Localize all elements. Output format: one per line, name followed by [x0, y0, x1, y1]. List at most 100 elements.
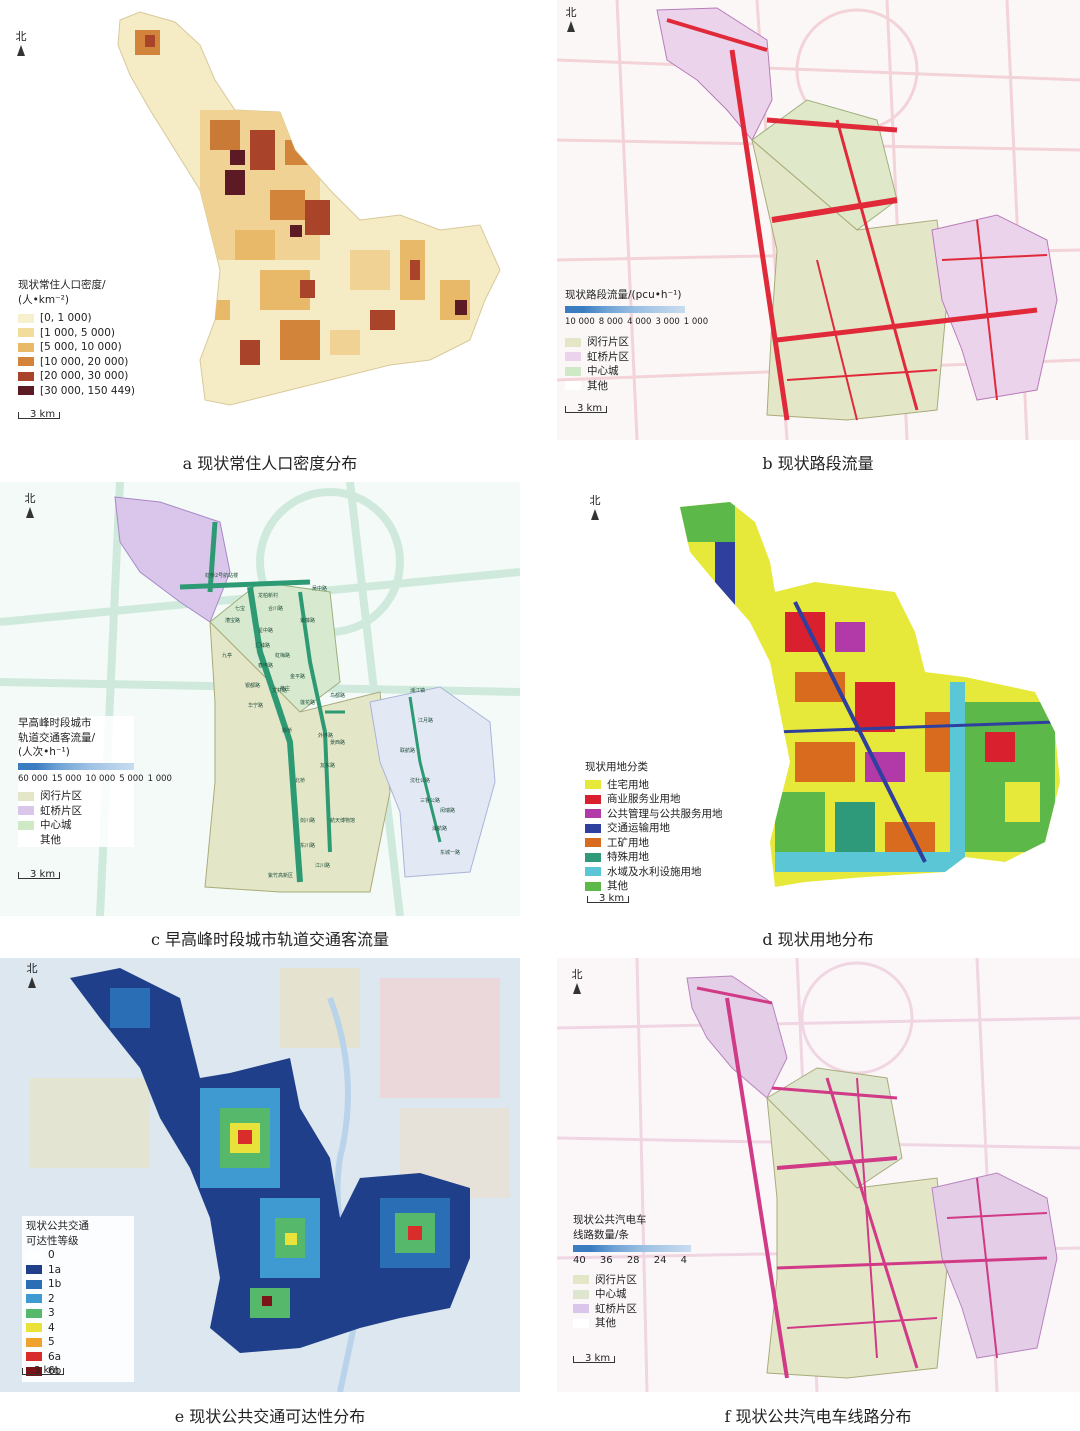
legend-swatch	[26, 1265, 42, 1275]
legend-swatch	[585, 867, 601, 877]
north-arrow-icon	[26, 507, 34, 518]
flow-gradient-bar	[18, 762, 134, 770]
legend-label: 其他	[40, 833, 61, 846]
legend-label: 4	[48, 1321, 55, 1334]
legend-swatch	[565, 352, 581, 362]
legend-swatch	[18, 386, 34, 396]
station-label: 景西路	[330, 739, 345, 746]
legend-c-title-1: 早高峰时段城市	[18, 717, 92, 729]
legend-swatch	[585, 823, 601, 833]
legend-swatch	[18, 791, 34, 801]
station-label: 东川路	[300, 842, 315, 849]
station-label: 北桥	[295, 777, 305, 784]
legend-b-item: 其他	[565, 379, 685, 394]
station-label: 莲花路	[300, 699, 315, 706]
north-arrow-icon	[573, 983, 581, 994]
station-label: 龙柏新村	[258, 592, 278, 599]
legend-e-item: 0	[26, 1248, 130, 1263]
legend-label: 闵行片区	[587, 336, 629, 348]
scale-bar-e: 3 km	[22, 1365, 64, 1376]
legend-b-item: 闵行片区	[565, 335, 685, 350]
legend-label: 6a	[48, 1350, 62, 1363]
legend-d-title: 现状用地分类	[585, 761, 648, 773]
legend-swatch	[585, 852, 601, 862]
legend-label: 公共管理与公共服务用地	[607, 807, 723, 820]
legend-swatch	[26, 1352, 42, 1362]
legend-swatch	[585, 881, 601, 891]
legend-swatch	[585, 838, 601, 848]
accessibility-hotspots	[110, 988, 450, 1318]
scale-label: 3 km	[585, 1353, 611, 1364]
legend-a-title-1: 现状常住人口密度/	[18, 279, 106, 291]
scale-bar-c: 3 km	[18, 869, 60, 880]
tick-label: 1 000	[683, 316, 709, 327]
flow-ticks: 10 000 8 000 4 000 3 000 1 000	[565, 315, 708, 330]
station-label: 吴中路	[312, 585, 327, 592]
legend-label: 闵行片区	[40, 790, 82, 802]
legend-label: 特殊用地	[607, 851, 649, 863]
legend-a-item: [10 000, 20 000)	[18, 355, 135, 370]
scale-bar-b: 3 km	[565, 403, 607, 414]
legend-e-title-2: 可达性等级	[26, 1234, 79, 1247]
legend-label: [5 000, 10 000)	[40, 341, 122, 353]
north-arrow-icon	[17, 45, 25, 56]
station-label: 虹桥2号航站楼	[205, 572, 238, 579]
legend-swatch	[26, 1337, 42, 1347]
legend-e-item: 2	[26, 1292, 130, 1307]
station-label: 剑川路	[300, 817, 315, 824]
panel-e-accessibility: 北 现状公共交通 可达性等级 0 1a 1b 2 3 4 5 6a 6b 3 k…	[0, 958, 520, 1392]
tick-label: 8 000	[598, 316, 624, 327]
north-arrow-icon	[567, 21, 575, 32]
legend-c-item: 中心城	[18, 818, 134, 833]
legend-label: 其他	[607, 880, 628, 892]
legend-d-item: 住宅用地	[585, 778, 723, 793]
legend-a-title-2: (人•km⁻²)	[18, 293, 69, 306]
legend-swatch	[26, 1308, 42, 1318]
legend-f-item: 虹桥片区	[573, 1302, 691, 1317]
legend-c-item: 虹桥片区	[18, 804, 134, 819]
legend-swatch	[26, 1323, 42, 1333]
legend-swatch	[26, 1279, 42, 1289]
north-label-e: 北	[26, 962, 38, 975]
legend-swatch	[573, 1318, 589, 1328]
bus-lines	[696, 986, 1048, 1379]
legend-label: 交通运输用地	[607, 822, 670, 834]
legend-label: 0	[48, 1249, 55, 1261]
legend-swatch	[18, 313, 34, 323]
legend-swatch	[26, 1250, 42, 1260]
legend-swatch	[18, 835, 34, 845]
legend-swatch	[573, 1289, 589, 1299]
tick-label: 10 000	[565, 316, 595, 327]
station-label: 七宝	[235, 605, 245, 612]
legend-label: 虹桥片区	[595, 1302, 637, 1315]
rail-lines	[179, 521, 442, 883]
legend-e: 现状公共交通 可达性等级 0 1a 1b 2 3 4 5 6a 6b	[22, 1216, 134, 1382]
station-label: 三鲁公路	[420, 797, 440, 804]
legend-swatch	[18, 806, 34, 816]
legend-swatch	[565, 337, 581, 347]
station-label: 浦江镇	[410, 687, 425, 694]
legend-label: [30 000, 150 449)	[40, 384, 136, 397]
legend-a-item: [5 000, 10 000)	[18, 340, 135, 355]
station-label: 联航路	[400, 747, 415, 754]
tick-label: 40	[573, 1255, 586, 1266]
flow-ticks: 60 000 15 000 10 000 5 000 1 000	[18, 772, 172, 787]
station-label: 金平路	[290, 673, 305, 680]
legend-swatch	[585, 809, 601, 819]
legend-swatch	[585, 780, 601, 790]
station-label: 沈杜公路	[410, 777, 430, 784]
legend-e-item: 5	[26, 1335, 130, 1350]
legend-e-item: 6a	[26, 1350, 130, 1365]
station-label: 漕宝路	[225, 617, 240, 624]
caption-d: d 现状用地分布	[762, 930, 874, 949]
station-label: 江月路	[418, 717, 433, 724]
panel-b-road-flow: 北 现状路段流量/(pcu•h⁻¹) 10 000 8 000 4 000 3 …	[557, 0, 1080, 440]
legend-swatch	[573, 1275, 589, 1285]
panel-c-rail-flow: 虹桥2号航站楼 龙柏新村 吴中路 紫藤路 合川路 星中路 七宝 漕宝路 九亭 春申路 银都路 虹梅路莘…	[0, 482, 520, 916]
legend-f-item: 其他	[573, 1316, 691, 1331]
legend-label: 虹桥片区	[40, 804, 82, 817]
tick-label: 28	[626, 1255, 640, 1266]
legend-label: [0, 1 000)	[40, 312, 92, 324]
scale-label: 3 km	[577, 403, 603, 414]
